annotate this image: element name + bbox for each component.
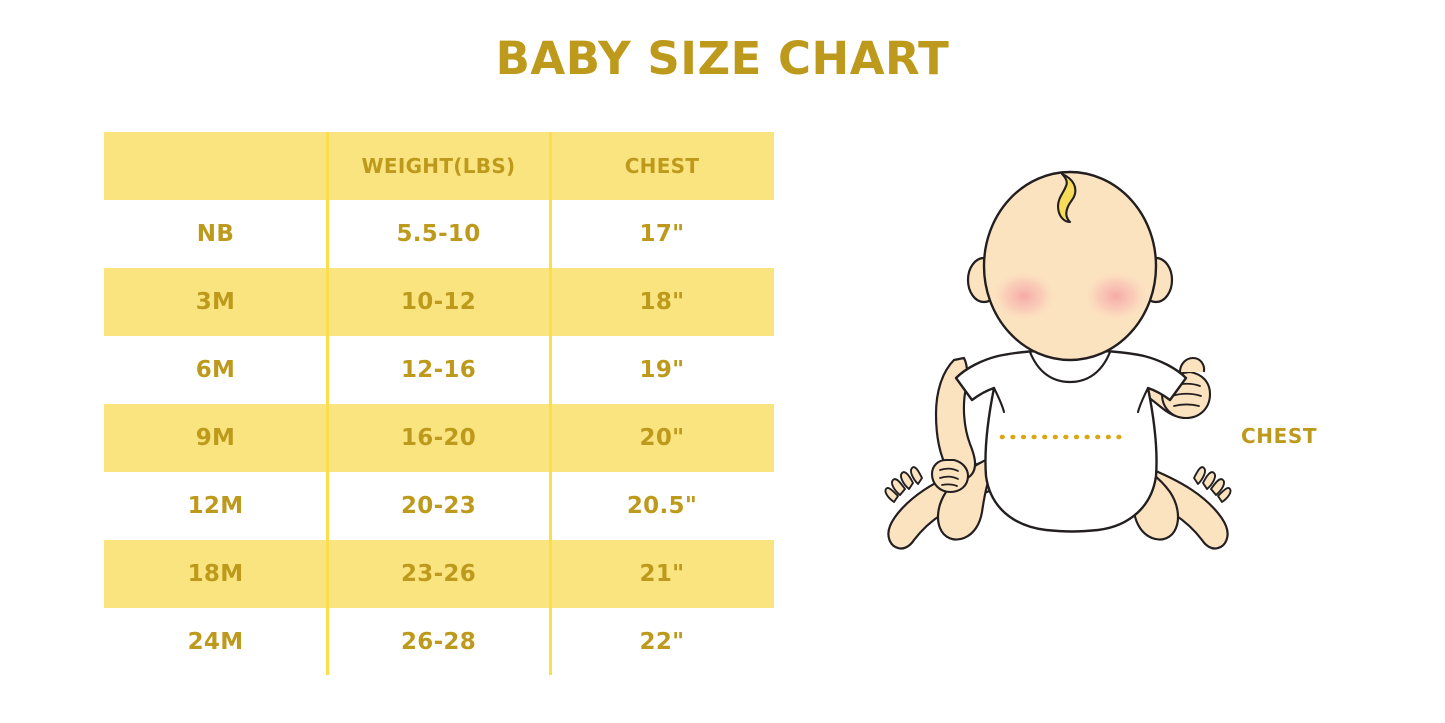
cell-weight: 12-16 [400,357,477,383]
table-row: NB 5.5-10 17" [104,200,774,268]
column-header-size [104,132,327,200]
table-row: 12M 20-23 20.5" [104,472,774,540]
cell-weight: 26-28 [400,629,477,655]
cell-weight: 23-26 [400,561,477,587]
cell-size: 3M [195,289,236,315]
cell-chest: 20" [639,425,685,451]
baby-cheek-right [1082,269,1150,323]
table-body: NB 5.5-10 17" 3M 10-12 18" 6M 12-16 19" … [104,200,774,676]
cell-chest: 17" [639,221,685,247]
column-divider-line [549,132,552,675]
table-row: 6M 12-16 19" [104,336,774,404]
size-chart-table: WEIGHT(LBS) CHEST NB 5.5-10 17" 3M 10-12… [104,132,774,676]
column-header-chest: CHEST [624,154,700,178]
cell-chest: 20.5" [626,493,698,519]
table-row: 9M 16-20 20" [104,404,774,472]
cell-size: 12M [187,493,244,519]
cell-size: 6M [195,357,236,383]
baby-cheek-left [990,269,1058,323]
cell-weight: 10-12 [400,289,477,315]
cell-size: 24M [187,629,244,655]
cell-size: 9M [195,425,236,451]
chest-measurement-label: CHEST [1241,424,1318,448]
table-row: 18M 23-26 21" [104,540,774,608]
cell-weight: 16-20 [400,425,477,451]
baby-onesie [954,348,1188,533]
cell-weight: 20-23 [400,493,477,519]
cell-chest: 19" [639,357,685,383]
cell-weight: 5.5-10 [396,221,481,247]
seated-baby-illustration [884,170,1232,550]
table-row: 3M 10-12 18" [104,268,774,336]
table-header: WEIGHT(LBS) CHEST [104,132,774,200]
baby-hair-curl [1056,172,1077,224]
table-header-row: WEIGHT(LBS) CHEST [104,132,774,200]
cell-size: 18M [187,561,244,587]
column-divider-line [326,132,329,675]
column-header-weight: WEIGHT(LBS) [361,154,516,178]
cell-chest: 21" [639,561,685,587]
page-title: BABY SIZE CHART [495,32,950,85]
cell-size: NB [196,221,235,247]
cell-chest: 18" [639,289,685,315]
table-row: 24M 26-28 22" [104,608,774,676]
cell-chest: 22" [639,629,685,655]
